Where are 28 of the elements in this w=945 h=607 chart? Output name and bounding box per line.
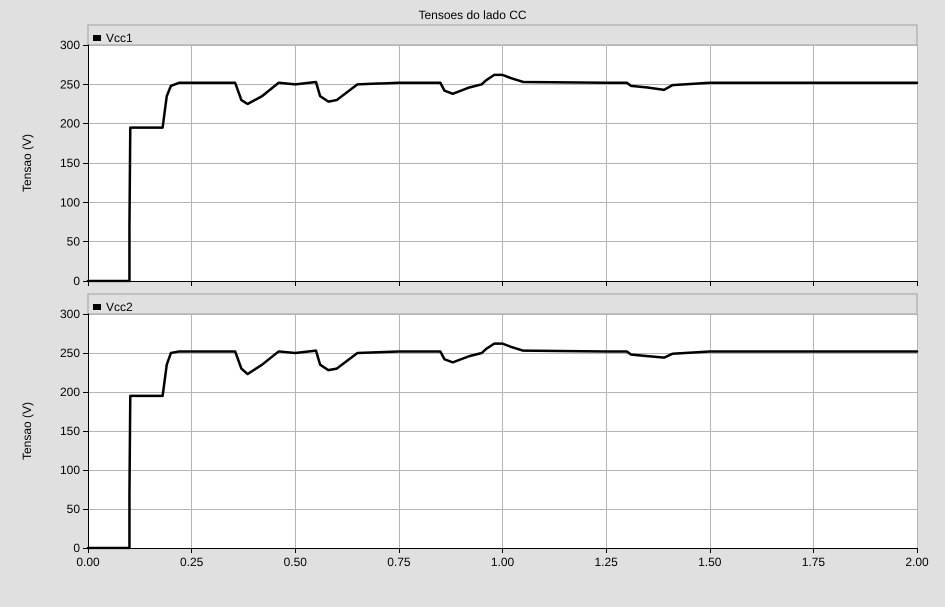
x-tick-label: 1.50 [698,555,722,569]
x-tick-label: 0.25 [180,555,204,569]
y-tick-label: 150 [60,424,80,438]
y-axis-title: Tensao (V) [20,402,34,460]
x-tick-label: 0.50 [284,555,308,569]
y-tick-label: 150 [60,156,80,170]
y-tick-label: 50 [66,234,80,249]
y-tick-label: 100 [60,195,80,210]
legend-label: Vcc1 [106,31,134,45]
y-tick-label: 50 [66,502,80,516]
x-tick-label: 1.00 [490,555,514,569]
y-tick-label: 300 [60,307,80,321]
x-tick-label: 1.75 [802,555,826,569]
y-tick-label: 250 [60,346,80,360]
y-tick-label: 0 [73,541,80,555]
x-tick-label: 2.00 [905,555,929,569]
y-tick-label: 100 [60,463,80,477]
y-tick-label: 200 [60,385,80,399]
x-tick-label: 0.75 [387,555,411,569]
y-tick-label: 250 [60,77,80,92]
x-tick-label: 1.25 [594,555,618,569]
legend-label: Vcc2 [106,300,134,314]
y-tick-label: 300 [60,38,80,52]
y-axis-title: Tensao (V) [20,134,34,192]
y-tick-label: 0 [73,274,80,288]
chart-title: Tensoes do lado CC [418,8,527,22]
y-tick-label: 200 [60,116,80,131]
x-tick-label: 0.00 [76,555,100,569]
